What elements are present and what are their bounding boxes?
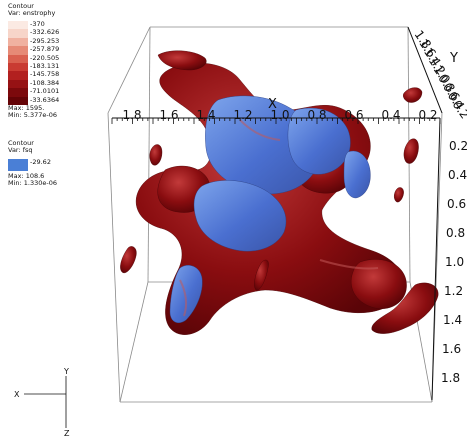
enstrophy-swatch [8, 46, 28, 55]
x-axis [111, 117, 441, 124]
z-tick-label: 0.4 [448, 168, 467, 182]
enstrophy-level-label: -257.879 [30, 45, 60, 54]
x-tick-label: 1.4 [196, 108, 215, 122]
x-axis-label: X [268, 97, 277, 112]
z-tick-label: 0.2 [449, 139, 467, 153]
z-tick-label: 0.8 [446, 226, 465, 240]
fsq-min: Min: 1.330e-06 [8, 179, 58, 187]
x-tick-label: 1.0 [270, 108, 289, 122]
z-tick-label: 0.6 [447, 197, 466, 211]
enstrophy-level-label: -145.758 [30, 70, 60, 79]
z-axis [431, 117, 441, 401]
z-tick-label: 1.0 [445, 255, 464, 269]
fsq-isosurface [169, 95, 371, 323]
enstrophy-swatch [8, 21, 28, 30]
triad-y-label: Y [63, 367, 69, 376]
axes-triad [24, 376, 67, 428]
enstrophy-swatch [8, 96, 28, 105]
enstrophy-level-label: -220.505 [30, 53, 60, 62]
enstrophy-level-label: -71.0101 [30, 87, 60, 96]
fsq-legend-title: Contour [8, 139, 34, 147]
triad-x-label: X [14, 390, 20, 399]
x-tick-label: 1.8 [122, 108, 141, 122]
enstrophy-legend-title: Contour [8, 2, 34, 10]
enstrophy-level-label: -183.131 [30, 62, 60, 70]
x-tick-label: 0.4 [381, 108, 400, 122]
y-axis [407, 26, 443, 114]
enstrophy-swatch [8, 71, 28, 80]
enstrophy-swatch [8, 29, 28, 38]
y-axis-label: Y [449, 51, 458, 66]
enstrophy-legend: Contour Var: enstrophy -370 -332.626 -295.… [8, 2, 60, 119]
x-tick-label: 0.8 [307, 108, 326, 122]
enstrophy-level-label: -295.253 [30, 36, 60, 45]
triad-z-label: Z [64, 429, 70, 436]
fsq-level-label: -29.62 [30, 158, 51, 166]
enstrophy-min: Min: 5.377e-06 [8, 111, 58, 119]
z-tick-label: 1.6 [442, 342, 461, 356]
enstrophy-level-label: -370 [30, 20, 45, 28]
fsq-max: Max: 108.6 [8, 172, 45, 180]
z-tick-label: 1.2 [444, 284, 463, 298]
enstrophy-swatch [8, 63, 28, 72]
fsq-legend: Contour Var: fsq -29.62 Max: 108.6 Min: … [8, 140, 57, 187]
x-tick-label: 0.2 [418, 108, 437, 122]
enstrophy-swatch [8, 88, 28, 97]
enstrophy-level-label: -33.6364 [30, 95, 60, 104]
surface-highlights [179, 119, 379, 317]
z-tick-label: 1.4 [443, 313, 462, 327]
fsq-swatch [8, 159, 28, 171]
x-tick-label: 1.2 [233, 108, 252, 122]
x-tick-label: 0.6 [344, 108, 363, 122]
enstrophy-legend-var: Var: enstrophy [8, 9, 56, 17]
enstrophy-swatch [8, 54, 28, 63]
x-tick-label: 1.6 [159, 108, 178, 122]
enstrophy-max: Max: 1595. [8, 104, 45, 112]
enstrophy-swatch [8, 37, 28, 47]
enstrophy-swatch [8, 79, 28, 89]
enstrophy-level-label: -332.626 [30, 28, 60, 37]
enstrophy-level-label: -108.384 [30, 78, 60, 87]
z-tick-label: 1.8 [441, 371, 460, 385]
fsq-legend-var: Var: fsq [8, 146, 33, 154]
